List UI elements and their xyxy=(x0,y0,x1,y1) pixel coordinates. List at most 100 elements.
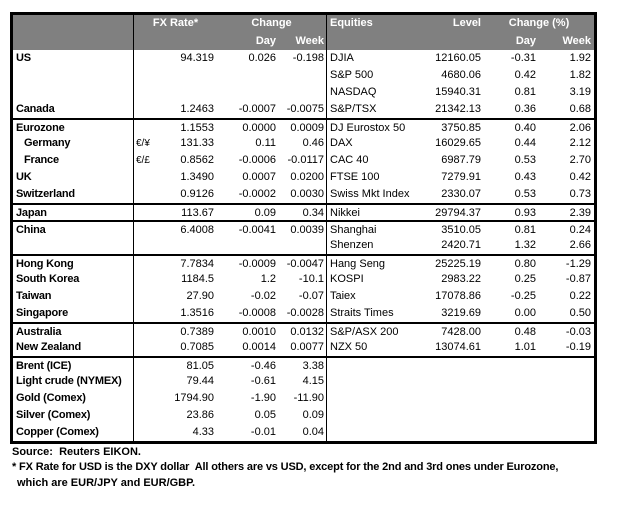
equity-level-value: 15940.31 xyxy=(435,86,481,98)
equity-day-change: 0.81 xyxy=(514,86,536,98)
equity-week-change: 3.19 xyxy=(569,86,591,98)
equity-level-value: 2330.07 xyxy=(441,188,481,200)
equity-week-header: Week xyxy=(539,32,594,50)
currency-pair xyxy=(134,305,158,322)
equity-level-value: 3219.69 xyxy=(441,307,481,319)
fx-day-change: -0.0009 xyxy=(217,254,279,271)
equity-day-change: 1.32 xyxy=(514,239,536,251)
fx-week-change: -0.0028 xyxy=(286,307,324,319)
equity-label: KOSPI xyxy=(326,271,424,288)
equity-level-value: 29794.37 xyxy=(424,203,484,220)
equity-week-change: 1.92 xyxy=(569,52,591,64)
country-label: Copper (Comex) xyxy=(13,424,134,441)
currency-pair xyxy=(134,339,158,356)
equity-day-change: 0.25 xyxy=(514,273,536,285)
fx-day-header: Day xyxy=(217,32,279,50)
fx-week-change: 0.09 xyxy=(302,409,324,421)
equity-label: DJ Eurostox 50 xyxy=(326,118,424,135)
fx-day-change: -0.0002 xyxy=(238,188,276,200)
equity-level-value: 17078.86 xyxy=(435,290,481,302)
fx-week-header: Week xyxy=(279,32,326,50)
fx-week-change: 3.38 xyxy=(279,356,326,373)
equity-level-value xyxy=(424,390,484,407)
equity-week-change xyxy=(539,373,594,390)
header-spacer xyxy=(134,32,217,50)
fx-day-change: 1.2 xyxy=(260,273,276,285)
equity-week-change: 2.70 xyxy=(569,154,591,166)
currency-pair xyxy=(134,356,158,373)
equity-day-change: 1.01 xyxy=(514,341,536,353)
fx-week-change xyxy=(279,67,326,84)
equity-week-change: -0.19 xyxy=(565,341,591,353)
equity-label: DJIA xyxy=(326,50,424,67)
country-label: Japan xyxy=(13,203,134,220)
equity-day-change: -0.25 xyxy=(510,290,536,302)
equity-level-value: 3750.85 xyxy=(424,118,484,135)
fx-rate-value: 0.7389 xyxy=(158,322,217,339)
fx-day-change: 0.09 xyxy=(217,203,279,220)
currency-pair xyxy=(134,203,158,220)
equity-label: Taiex xyxy=(326,288,424,305)
currency-pair xyxy=(134,424,158,441)
currency-pair xyxy=(134,254,158,271)
equity-day-change: 0.48 xyxy=(484,322,539,339)
fx-day-change: -0.01 xyxy=(250,426,276,438)
fx-rate-header: FX Rate* xyxy=(134,15,217,32)
fx-day-change: 0.0010 xyxy=(217,322,279,339)
fx-week-change: 0.0200 xyxy=(290,171,324,183)
fx-week-change: -0.07 xyxy=(298,290,324,302)
currency-pair xyxy=(134,118,158,135)
fx-rate-value: 6.4008 xyxy=(158,220,217,237)
fx-rate-value: 27.90 xyxy=(186,290,214,302)
fx-day-change: 0.0014 xyxy=(242,341,276,353)
currency-pair xyxy=(134,407,158,424)
currency-pair xyxy=(134,220,158,237)
country-label: China xyxy=(13,220,134,237)
fx-rate-value: 113.67 xyxy=(158,203,217,220)
currency-pair xyxy=(134,169,158,186)
fx-rate-value xyxy=(158,84,217,101)
country-label: New Zealand xyxy=(13,339,134,356)
fx-rate-value: 1.2463 xyxy=(180,103,214,115)
equity-label xyxy=(326,356,424,373)
equity-label: NASDAQ xyxy=(326,84,424,101)
equity-week-change: 0.73 xyxy=(569,188,591,200)
header-spacer xyxy=(13,32,134,50)
fx-rate-value: 4.33 xyxy=(192,426,214,438)
fx-rate-value: 81.05 xyxy=(158,356,217,373)
currency-pair xyxy=(134,237,158,254)
equity-week-change: -1.29 xyxy=(539,254,594,271)
equity-week-change: 2.66 xyxy=(569,239,591,251)
equity-day-change: 0.53 xyxy=(514,188,536,200)
corner-header-cell xyxy=(13,15,134,32)
fx-day-change: -0.61 xyxy=(250,375,276,387)
country-label: South Korea xyxy=(13,271,134,288)
fx-week-change xyxy=(279,84,326,101)
country-label: US xyxy=(13,50,134,67)
fx-day-change: 0.0000 xyxy=(217,118,279,135)
fx-week-change: 4.15 xyxy=(302,375,324,387)
equity-level-value xyxy=(424,424,484,441)
fx-rate-value xyxy=(158,237,217,254)
fx-week-change: 0.0077 xyxy=(290,341,324,353)
fx-week-change: 0.34 xyxy=(279,203,326,220)
fx-day-change: 0.026 xyxy=(248,52,276,64)
fx-week-change: 0.0030 xyxy=(290,188,324,200)
equity-label: Hang Seng xyxy=(326,254,424,271)
fx-rate-value: 0.7085 xyxy=(180,341,214,353)
fx-change-header: Change xyxy=(217,15,326,32)
equity-level-value: 2983.22 xyxy=(441,273,481,285)
equity-label xyxy=(326,407,424,424)
equity-week-change: 1.82 xyxy=(569,69,591,81)
equity-level-value xyxy=(424,373,484,390)
fx-rate-value: 7.7834 xyxy=(158,254,217,271)
country-label: Eurozone xyxy=(13,118,134,135)
equity-label: S&P 500 xyxy=(326,67,424,84)
fx-week-change: -0.0117 xyxy=(287,154,325,166)
fx-week-change: -11.90 xyxy=(293,392,324,404)
fx-week-change: -0.0075 xyxy=(286,103,324,115)
fx-rate-value: 1794.90 xyxy=(174,392,214,404)
equity-day-change: 0.93 xyxy=(484,203,539,220)
equity-week-change xyxy=(539,356,594,373)
